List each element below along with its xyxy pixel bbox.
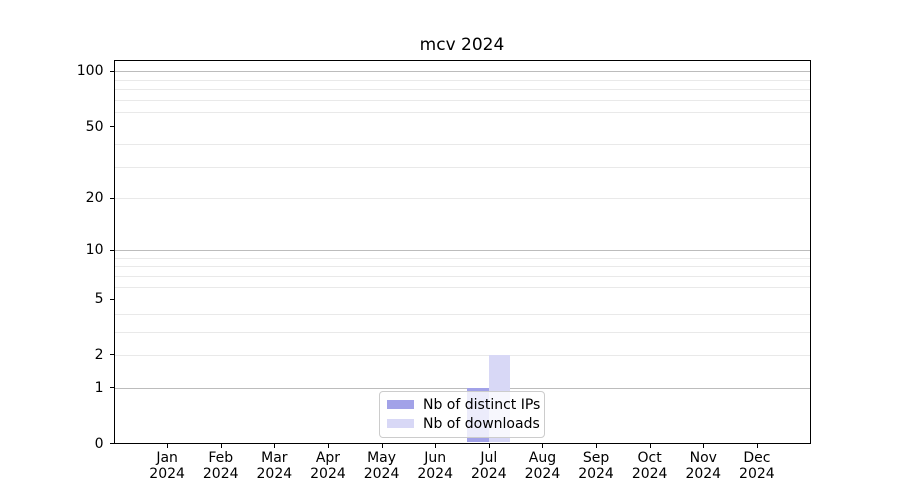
plot-area	[113, 60, 811, 444]
x-axis-tick-label-year: 2024	[631, 466, 668, 482]
y-axis-tick-label: 20	[85, 190, 104, 207]
x-axis-tick-label-month: Jun	[424, 449, 447, 466]
x-axis-tick-label-year: 2024	[417, 466, 453, 482]
y-axis-tick	[109, 443, 114, 444]
legend-item: Nb of distinct IPs	[387, 397, 540, 413]
y-axis-tick-label: 5	[94, 291, 104, 308]
x-axis-tick	[381, 443, 383, 448]
x-axis-tick	[327, 443, 329, 448]
x-axis-tick-label-year: 2024	[149, 466, 185, 482]
x-axis-tick-label: Dec 2024	[722, 450, 792, 483]
x-axis-tick	[435, 443, 437, 448]
x-axis-tick-label-month: Oct	[637, 449, 662, 466]
x-axis-tick-label-year: 2024	[739, 466, 775, 482]
x-axis-tick	[596, 443, 598, 448]
legend-label: Nb of downloads	[423, 415, 540, 432]
x-axis-tick-label: Oct 2024	[615, 450, 685, 483]
x-axis-tick	[488, 443, 490, 448]
x-axis-tick-label-year: 2024	[202, 466, 239, 482]
x-axis-tick-label: Sep 2024	[561, 450, 631, 483]
x-axis-tick-label-month: Dec	[743, 449, 771, 466]
x-axis-tick-label-year: 2024	[310, 466, 346, 482]
x-axis-tick-label-month: Apr	[315, 449, 341, 466]
x-axis-tick-label-month: Feb	[208, 449, 234, 466]
y-axis-tick	[109, 298, 114, 300]
x-axis-tick	[167, 443, 169, 448]
x-axis-tick-label-month: Jul	[480, 449, 498, 466]
x-axis-tick-label-year: 2024	[470, 466, 507, 482]
x-axis-tick	[703, 443, 705, 448]
x-axis-tick-label: Aug 2024	[507, 450, 577, 483]
legend-item: Nb of downloads	[387, 416, 540, 432]
y-axis-tick	[109, 387, 114, 389]
legend-swatch-icon	[387, 419, 414, 428]
x-axis-tick-label-year: 2024	[578, 466, 614, 482]
x-axis-tick	[274, 443, 276, 448]
x-axis-tick-label-year: 2024	[256, 466, 293, 482]
x-axis-tick-label: Jun 2024	[400, 450, 470, 483]
x-axis-tick-label-month: Nov	[689, 449, 717, 466]
y-axis-tick-label: 0	[94, 435, 104, 452]
y-axis-tick	[109, 126, 114, 128]
x-axis-tick-label-year: 2024	[363, 466, 400, 482]
y-axis-tick-label: 2	[94, 346, 104, 363]
y-axis-tick-label: 50	[85, 118, 104, 135]
x-axis-tick	[220, 443, 222, 448]
x-axis-tick	[649, 443, 651, 448]
legend-swatch-icon	[387, 400, 414, 409]
x-axis-tick	[756, 443, 758, 448]
x-axis-tick-label: Jan 2024	[132, 450, 202, 483]
x-axis-tick-label: Apr 2024	[293, 450, 363, 483]
y-axis-tick	[109, 249, 114, 251]
x-axis-tick-label: Mar 2024	[239, 450, 309, 483]
y-axis-tick-label: 100	[76, 63, 104, 80]
x-axis-tick-label-month: May	[367, 449, 397, 466]
x-axis-tick	[542, 443, 544, 448]
x-axis-tick-label: Jul 2024	[454, 450, 524, 483]
x-axis-tick-label: Feb 2024	[186, 450, 256, 483]
legend-label: Nb of distinct IPs	[423, 396, 541, 413]
y-axis-tick-label: 1	[94, 379, 104, 396]
chart-title: mcv 2024	[419, 35, 505, 55]
x-axis-tick-label-month: Jan	[156, 449, 178, 466]
x-axis-tick-label-year: 2024	[685, 466, 722, 482]
y-axis-tick-label: 10	[85, 242, 104, 259]
x-axis-tick-label-month: Sep	[582, 449, 610, 466]
x-axis-tick-label-month: Mar	[261, 449, 288, 466]
y-axis-tick	[109, 354, 114, 356]
y-axis-tick	[109, 70, 114, 72]
x-axis-tick-label: May 2024	[347, 450, 417, 483]
x-axis-tick-label-month: Aug	[528, 449, 557, 466]
x-axis-tick-label: Nov 2024	[668, 450, 738, 483]
y-axis-tick	[109, 197, 114, 199]
x-axis-tick-label-year: 2024	[524, 466, 561, 482]
legend: Nb of distinct IPs Nb of downloads	[379, 390, 545, 438]
